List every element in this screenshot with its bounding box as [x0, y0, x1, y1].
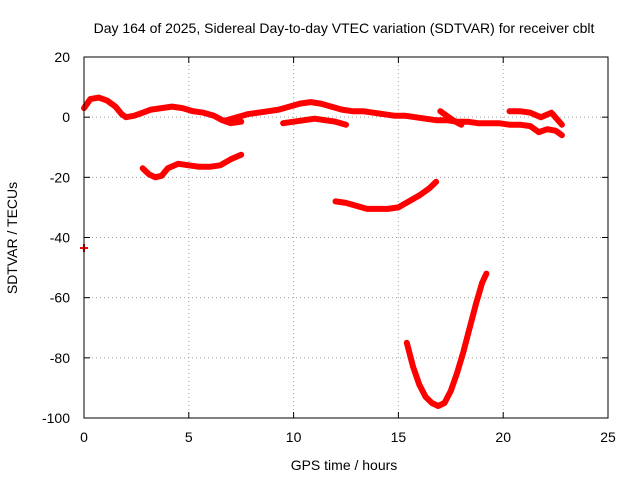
series-arc-4	[437, 108, 465, 128]
y-tick-label: 20	[54, 49, 70, 65]
chart-title: Day 164 of 2025, Sidereal Day-to-day VTE…	[94, 20, 595, 36]
series-arc-1	[81, 94, 245, 127]
y-tick-label: -20	[50, 169, 70, 185]
y-tick-label: -100	[42, 410, 70, 426]
series-arc-2	[223, 99, 534, 130]
x-tick-label: 10	[286, 429, 302, 445]
x-tick-label: 15	[391, 429, 407, 445]
series-layer	[80, 94, 565, 409]
series-arc-3	[280, 115, 349, 128]
series-arc-6	[527, 123, 565, 139]
x-tick-label: 5	[185, 429, 193, 445]
series-arc-9	[403, 270, 490, 409]
x-tick-label: 0	[80, 429, 88, 445]
x-tick-labels: 0 5 10 15 20 25	[80, 429, 616, 445]
y-axis-label: SDTVAR / TECUs	[4, 182, 20, 294]
x-tick-label: 20	[495, 429, 511, 445]
x-axis-label: GPS time / hours	[291, 457, 398, 473]
ticks	[83, 56, 609, 419]
series-arc-8	[332, 178, 440, 212]
x-tick-label: 25	[600, 429, 616, 445]
series-arc-5	[506, 108, 565, 128]
y-tick-label: 0	[62, 109, 70, 125]
y-tick-label: -80	[50, 350, 70, 366]
series-arc-7	[139, 151, 245, 181]
y-tick-label: -60	[50, 290, 70, 306]
y-tick-label: -40	[50, 230, 70, 246]
y-tick-labels: -100 -80 -60 -40 -20 0 20	[42, 49, 70, 426]
